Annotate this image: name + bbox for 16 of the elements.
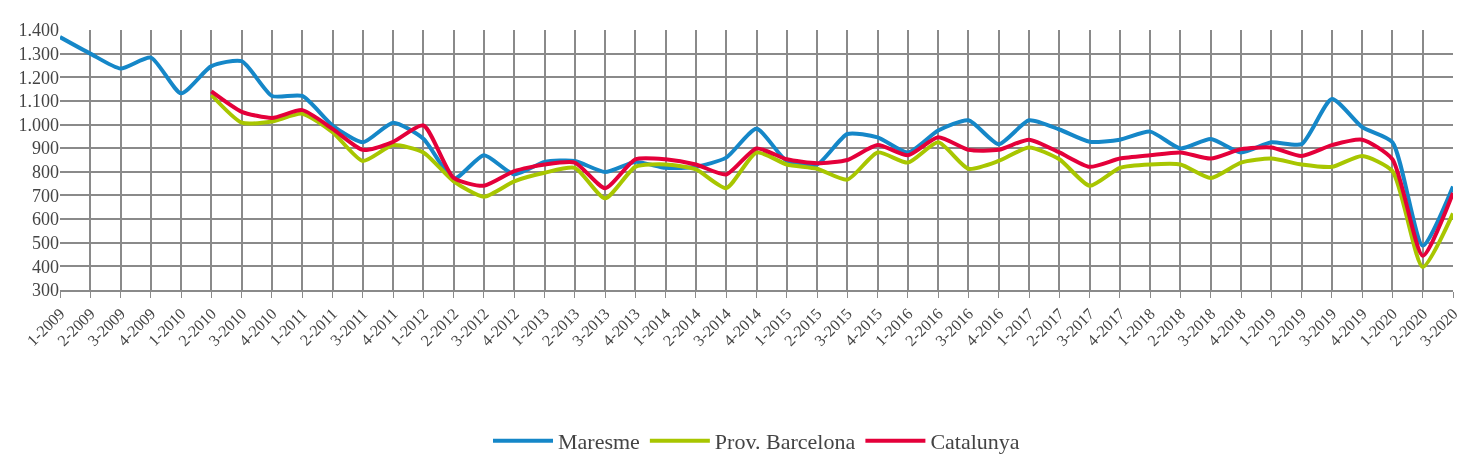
legend-label: Catalunya — [930, 429, 1020, 455]
legend-label: Prov. Barcelona — [714, 429, 856, 455]
y-tick-label: 800 — [32, 162, 59, 183]
y-tick-label: 1.300 — [18, 43, 59, 64]
y-tick-label: 500 — [32, 233, 59, 254]
y-tick-label: 400 — [32, 256, 59, 277]
y-tick-label: 1.200 — [18, 67, 59, 88]
y-tick-label: 300 — [32, 280, 59, 301]
legend-label: Maresme — [558, 429, 640, 455]
line-series — [60, 35, 1453, 248]
y-tick-label: 700 — [32, 185, 59, 206]
y-tick-label: 600 — [32, 209, 59, 230]
y-tick-label: 1.000 — [18, 114, 59, 135]
y-tick-label: 1.400 — [18, 20, 59, 41]
y-tick-label: 1.100 — [18, 91, 59, 112]
y-tick-label: 900 — [32, 138, 59, 159]
